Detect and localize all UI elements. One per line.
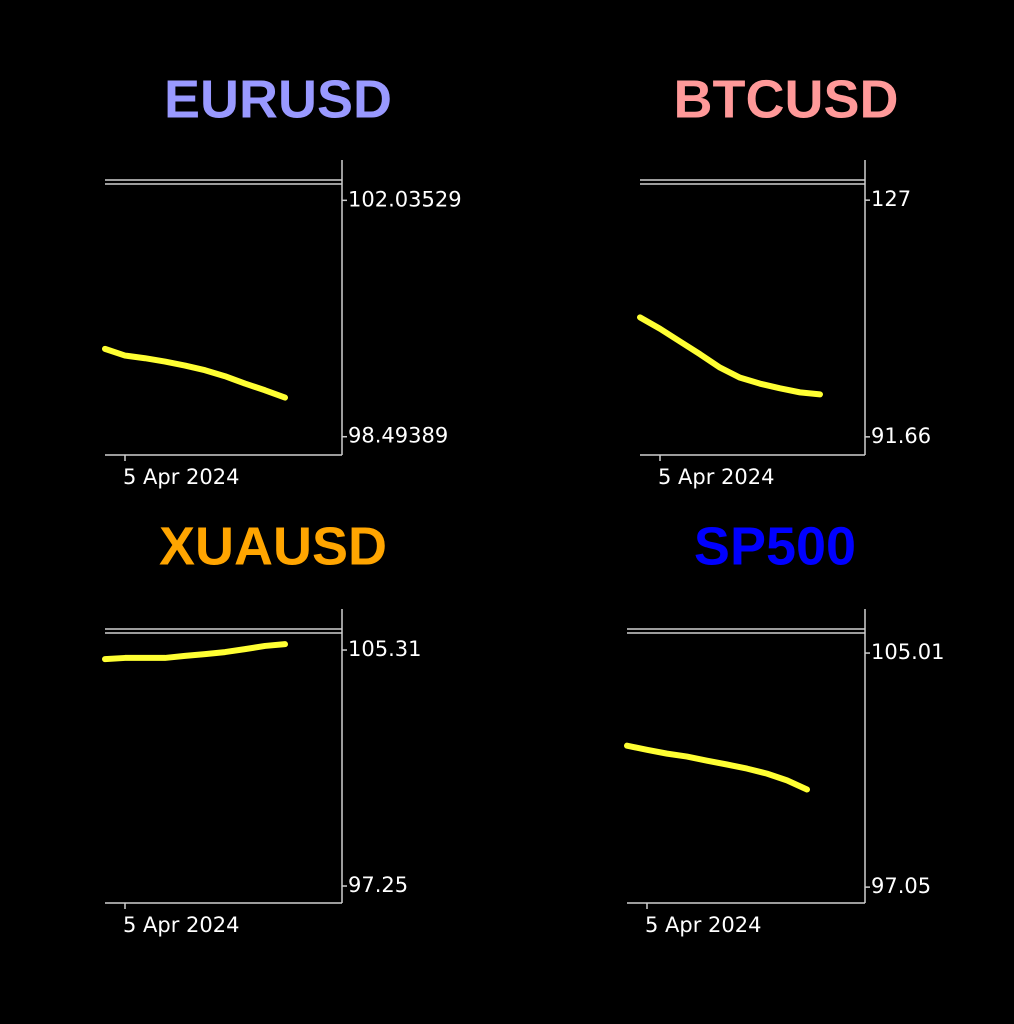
y-tick-label: 102.03529 (348, 187, 462, 211)
price-line (624, 742, 810, 793)
price-line (102, 641, 288, 663)
x-tick-label: 5 Apr 2024 (123, 913, 239, 937)
y-tick-label: 105.01 (871, 640, 944, 664)
price-line (637, 314, 823, 398)
x-tick-label: 5 Apr 2024 (123, 465, 239, 489)
chart-panel: SP500 97.05 105.01 5 Apr 2024 (624, 516, 944, 937)
y-tick-label: 105.31 (348, 637, 421, 661)
chart-title: SP500 (694, 516, 856, 576)
chart-panel: EURUSD 98.49389 102.03529 5 Apr 2024 (102, 69, 462, 489)
y-tick-label: 127 (871, 187, 911, 211)
chart-panel: BTCUSD 91.66 127 5 Apr 2024 (637, 69, 931, 489)
x-tick-label: 5 Apr 2024 (645, 913, 761, 937)
y-tick-label: 98.49389 (348, 424, 448, 448)
y-tick-label: 97.25 (348, 873, 408, 897)
y-tick-label: 97.05 (871, 874, 931, 898)
chart-title: XUAUSD (159, 516, 387, 576)
x-tick-label: 5 Apr 2024 (658, 465, 774, 489)
chart-title: BTCUSD (674, 69, 899, 129)
chart-panel: XUAUSD 97.25 105.31 5 Apr 2024 (102, 516, 421, 937)
price-line (102, 345, 288, 401)
chart-title: EURUSD (164, 69, 392, 129)
y-tick-label: 91.66 (871, 424, 931, 448)
